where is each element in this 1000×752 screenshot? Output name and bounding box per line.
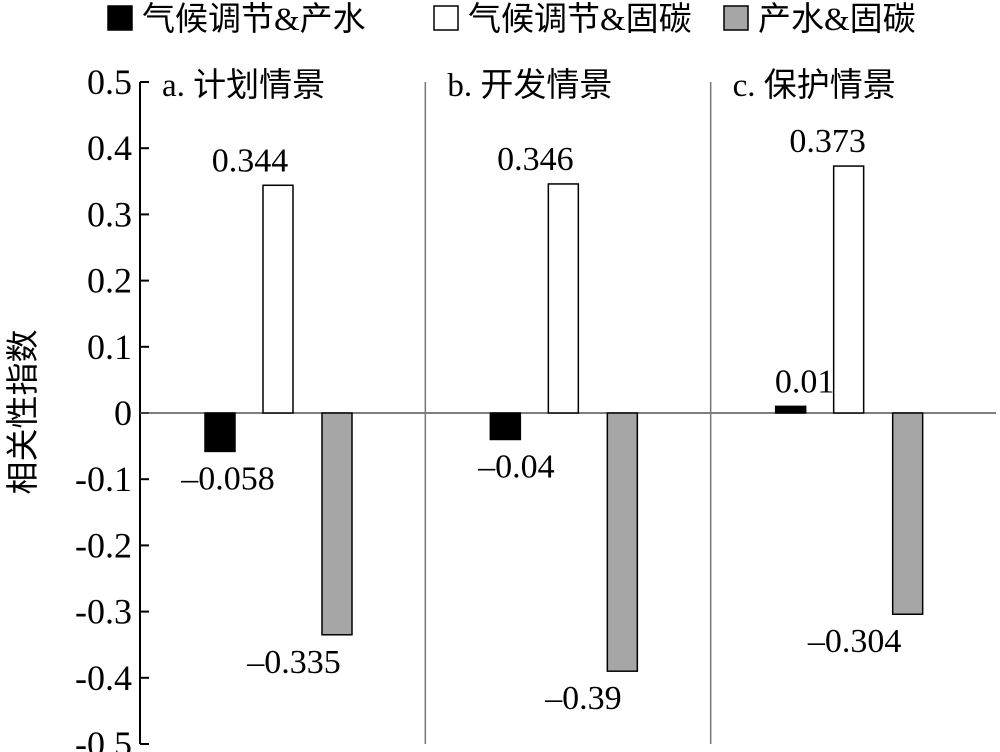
data-label: –0.304: [807, 623, 902, 660]
y-tick-label: 0.2: [87, 261, 132, 301]
data-labels: –0.058 –0.04 0.01 0.344 0.346 0.373 –0.335 –0.3…: [180, 123, 901, 717]
data-label: 0.346: [497, 141, 574, 178]
y-tick-label: -0.3: [75, 592, 132, 632]
y-tick-label: 0.4: [87, 128, 132, 168]
panel-title: a. 计划情景: [162, 67, 325, 104]
bar: [606, 412, 639, 672]
legend: 气候调节&产水 气候调节&固碳 产水&固碳: [107, 1, 916, 38]
bars: [204, 165, 924, 672]
legend-swatch: [723, 5, 749, 31]
panel-title: b. 开发情景: [447, 67, 612, 104]
y-tick-label: 0: [114, 393, 132, 433]
legend-label: 气候调节&固碳: [468, 1, 692, 38]
y-tick-label: -0.5: [75, 724, 132, 752]
bar: [321, 412, 353, 636]
bar: [832, 165, 865, 414]
bar: [262, 184, 294, 414]
bar: [489, 412, 522, 441]
y-tick-label: -0.2: [75, 525, 132, 565]
y-tick-label: 0.5: [87, 62, 132, 102]
legend-label: 产水&固碳: [758, 1, 916, 38]
data-label: –0.058: [180, 460, 275, 497]
y-axis-title: 相关性指数: [5, 330, 42, 495]
legend-swatch: [107, 5, 133, 31]
bar: [547, 183, 580, 414]
panel-title: c. 保护情景: [733, 67, 896, 104]
legend-label: 气候调节&产水: [142, 1, 366, 38]
data-label: –0.04: [477, 448, 555, 485]
data-label: 0.373: [789, 123, 866, 160]
y-tick-label: -0.4: [75, 658, 132, 698]
data-label: –0.39: [544, 680, 622, 717]
legend-swatch: [433, 5, 459, 31]
data-label: –0.335: [246, 644, 341, 681]
data-label: 0.344: [212, 142, 289, 179]
y-tick-label: 0.3: [87, 194, 132, 234]
panel-titles: a. 计划情景 b. 开发情景 c. 保护情景: [162, 67, 896, 104]
y-tick-label: -0.1: [75, 459, 132, 499]
y-axis-ticks: 0.5 0.4 0.3 0.2 0.1 0 -0.1 -0.2 -0.3 -0.4 -0.5: [75, 62, 149, 752]
y-tick-label: 0.1: [87, 327, 132, 367]
bar: [204, 412, 236, 453]
bar: [774, 405, 807, 414]
data-label: 0.01: [775, 363, 835, 400]
bar: [891, 412, 924, 615]
